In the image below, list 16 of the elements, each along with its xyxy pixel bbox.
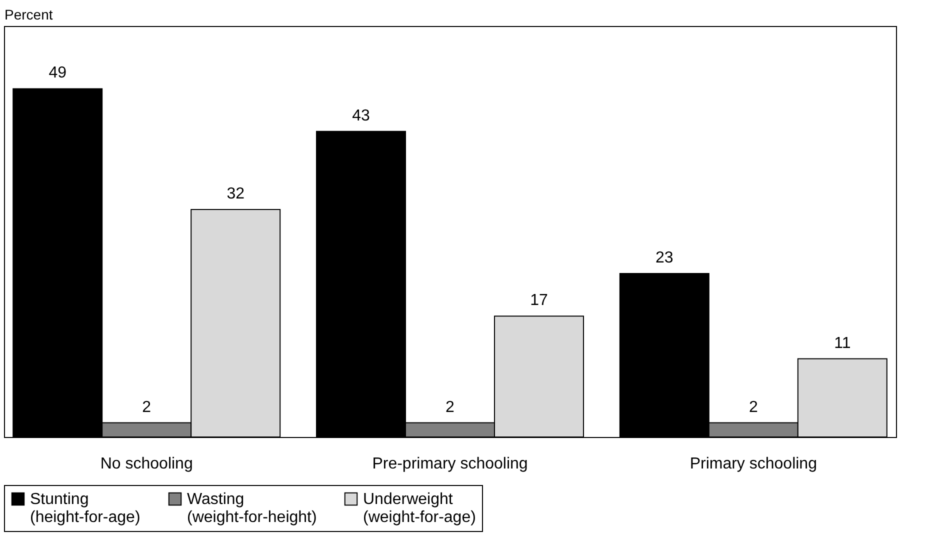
data-label: 49	[48, 64, 67, 82]
data-label: 11	[834, 334, 851, 352]
data-label: 23	[656, 250, 674, 267]
data-label: 2	[748, 398, 758, 416]
data-label: 17	[530, 292, 548, 310]
legend-label: Underweight (weight-for-age)	[363, 491, 476, 526]
data-label: 32	[226, 186, 245, 203]
data-label: 43	[352, 107, 370, 124]
x-tick-label: No schooling	[100, 456, 193, 472]
x-tick-label: Pre-primary schooling	[372, 456, 528, 472]
data-label: 2	[142, 398, 152, 416]
x-tick-label: Primary schooling	[690, 456, 817, 472]
legend-label: Wasting (weight-for-height)	[187, 491, 317, 526]
y-axis-title: Percent	[4, 6, 53, 22]
legend-label: Stunting (height-for-age)	[30, 491, 140, 526]
data-label: 2	[446, 398, 455, 416]
